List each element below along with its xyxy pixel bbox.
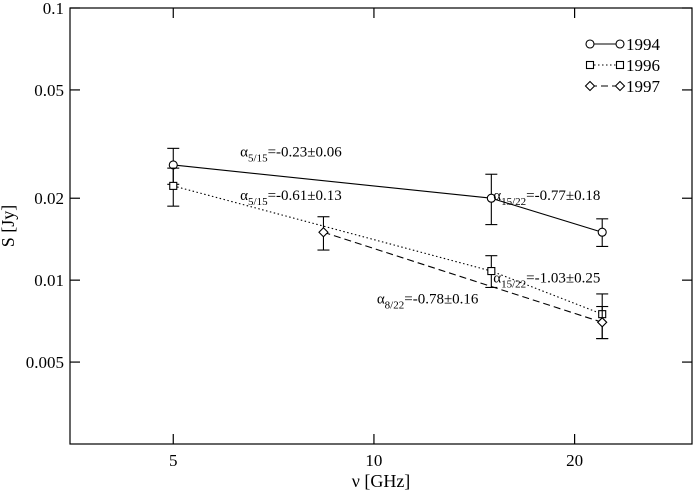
alpha-subscript: 15/22 xyxy=(501,196,526,208)
alpha-subscript: 5/15 xyxy=(248,152,268,164)
axis-ticks: 5 10 20 0.1 0.05 0.02 0.01 0.005 xyxy=(26,0,692,470)
alpha-subscript: 8/22 xyxy=(385,300,405,312)
series-1997 xyxy=(317,216,609,340)
legend-label: 1994 xyxy=(626,35,661,54)
marker-diamond xyxy=(584,80,596,92)
x-tick-label: 5 xyxy=(169,451,178,470)
marker-circle xyxy=(486,193,496,203)
spectral-index-label: α15/22=-1.03±0.25 xyxy=(493,271,600,291)
marker-square xyxy=(615,60,625,70)
marker-circle xyxy=(615,39,625,49)
legend: 1994 1996 1997 xyxy=(584,35,661,96)
y-tick-label: 0.1 xyxy=(43,0,64,18)
series-1994 xyxy=(167,147,609,247)
legend-label: 1997 xyxy=(626,77,661,96)
alpha-symbol: α xyxy=(377,292,385,308)
marker-diamond xyxy=(318,226,329,238)
marker-square xyxy=(169,181,178,190)
marker-circle xyxy=(585,39,595,49)
alpha-symbol: α xyxy=(240,144,248,160)
alpha-symbol: α xyxy=(493,188,501,204)
alpha-symbol: α xyxy=(493,271,501,287)
alpha-symbol: α xyxy=(240,188,248,204)
alpha-value: =-1.03±0.25 xyxy=(526,271,600,287)
legend-entry: 1997 xyxy=(584,77,661,96)
y-axis-title: S [Jy] xyxy=(0,205,18,248)
spectral-index-label: α15/22=-0.77±0.18 xyxy=(493,188,600,208)
y-tick-label: 0.005 xyxy=(26,353,64,372)
series-line xyxy=(323,231,603,323)
legend-entry: 1994 xyxy=(585,35,661,54)
x-tick-label: 20 xyxy=(566,451,583,470)
series-layer xyxy=(167,147,609,340)
alpha-value: =-0.78±0.16 xyxy=(404,292,479,308)
marker-diamond xyxy=(614,80,626,92)
alpha-value: =-0.23±0.06 xyxy=(268,144,343,160)
series-line xyxy=(173,185,603,315)
marker-square xyxy=(487,267,496,276)
legend-label: 1996 xyxy=(626,56,660,75)
y-tick-label: 0.05 xyxy=(34,81,64,100)
marker-diamond xyxy=(596,317,608,328)
marker-circle xyxy=(597,227,607,237)
plot-frame xyxy=(69,7,693,445)
alpha-value: =-0.77±0.18 xyxy=(526,188,600,204)
spectral-index-label: α8/22=-0.78±0.16 xyxy=(377,292,479,312)
y-tick-label: 0.01 xyxy=(34,271,64,290)
x-axis-title: ν [GHz] xyxy=(352,471,411,491)
legend-entry: 1996 xyxy=(585,56,660,75)
alpha-subscript: 5/15 xyxy=(248,196,268,208)
spectral-index-label: α5/15=-0.23±0.06 xyxy=(240,144,342,164)
spectral-index-label: α5/15=-0.61±0.13 xyxy=(240,188,342,208)
alpha-value: =-0.61±0.13 xyxy=(268,188,342,204)
alpha-subscript: 15/22 xyxy=(501,279,526,291)
marker-square xyxy=(585,60,595,70)
y-tick-label: 0.02 xyxy=(34,189,64,208)
x-tick-label: 10 xyxy=(365,451,382,470)
